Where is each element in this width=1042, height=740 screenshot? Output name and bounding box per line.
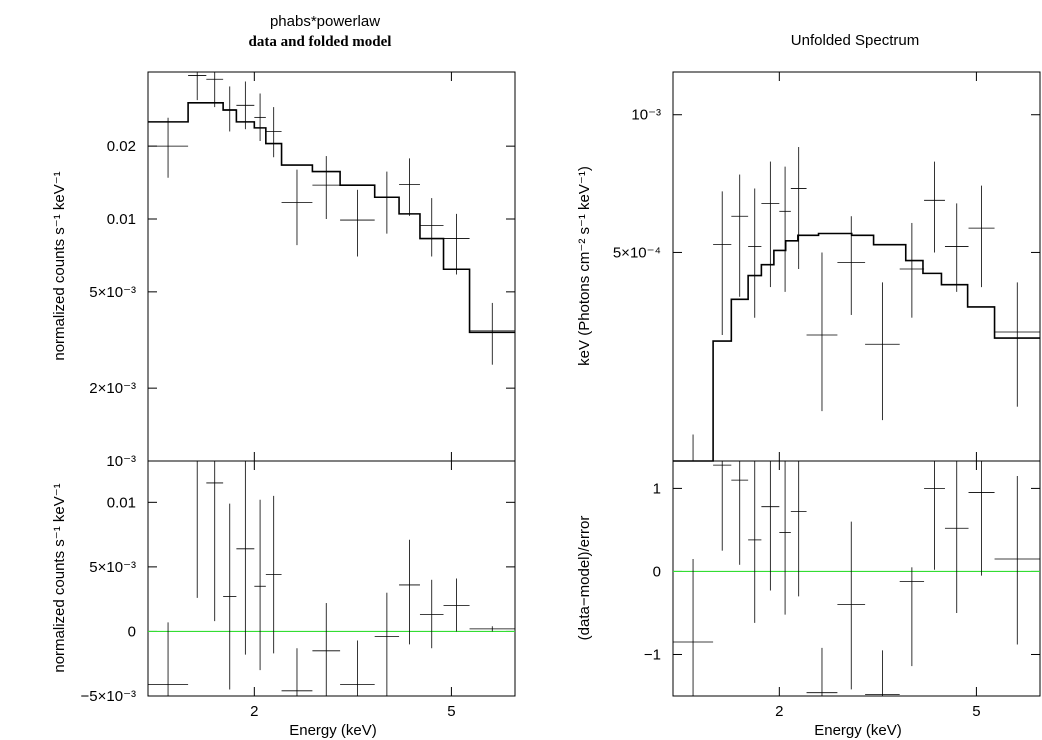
left-top-y-tick-label: 10⁻³	[106, 453, 136, 470]
right-bottom-data-point	[944, 461, 969, 613]
left-top-data-point	[419, 198, 444, 257]
left-chart-subtitle: data and folded model	[249, 34, 392, 50]
left-bottom-data-point	[188, 460, 207, 598]
left-top-data-point	[340, 189, 375, 257]
left-x-axis-label: Energy (keV)	[289, 722, 377, 739]
right-top-data-point	[761, 161, 780, 288]
right-top-panel: 10⁻³ 5×10⁻⁴	[613, 72, 1040, 462]
right-bottom-data-point	[837, 521, 866, 690]
left-bottom-data-point	[374, 592, 400, 696]
right-chart-title: Unfolded Spectrum	[791, 32, 919, 49]
left-bottom-data-point	[312, 603, 341, 696]
right-top-data-point	[968, 185, 995, 288]
left-bottom-y-tick-label: 0	[128, 623, 136, 640]
right-bottom-y-axis-label: (data−model)/error	[576, 516, 593, 641]
right-top-data-point	[924, 161, 945, 253]
right-bottom-data-point	[924, 461, 945, 570]
left-top-data-point	[236, 81, 255, 130]
right-bottom-y-tick-label: 0	[653, 563, 661, 580]
right-bottom-data-point	[731, 461, 749, 565]
left-model-step-line	[148, 102, 515, 334]
right-x-tick-label: 2	[775, 703, 783, 720]
right-top-y-tick-label: 10⁻³	[631, 107, 661, 124]
left-top-data-point	[223, 86, 237, 132]
right-model-step-line	[673, 232, 1040, 462]
left-bottom-y-tick-label: −5×10⁻³	[81, 688, 136, 705]
right-bottom-data-point	[806, 647, 838, 696]
left-bottom-data-point	[236, 461, 255, 655]
left-bottom-data-point	[443, 578, 470, 632]
left-top-data-point	[374, 171, 400, 234]
left-x-tick-label: 2	[250, 703, 258, 720]
left-bottom-data-point	[254, 499, 266, 671]
right-top-data-point	[713, 191, 732, 335]
left-bottom-data-point	[148, 622, 189, 696]
left-top-data-point	[206, 72, 224, 108]
right-bottom-plot-frame	[672, 460, 1041, 697]
left-top-data-point	[281, 169, 313, 246]
left-bottom-data-point	[469, 626, 515, 632]
right-top-data-point	[865, 282, 900, 421]
left-top-data-point	[399, 158, 420, 216]
left-bottom-data-point	[399, 539, 420, 645]
left-bottom-y-axis-label: normalized counts s⁻¹ keV⁻¹	[51, 483, 68, 672]
right-top-data-point	[806, 252, 838, 412]
right-top-data-point	[837, 216, 866, 315]
right-bottom-y-tick-label: 1	[653, 480, 661, 497]
right-top-data-point	[731, 174, 749, 297]
left-top-y-tick-label: 5×10⁻³	[89, 284, 136, 301]
right-bottom-data-point	[761, 461, 780, 591]
right-top-data-point	[899, 222, 925, 318]
right-bottom-data-point	[790, 461, 807, 597]
right-bottom-panel: 1 0 −1 2 5	[644, 461, 1040, 720]
left-top-y-tick-label: 2×10⁻³	[89, 380, 136, 397]
right-top-data-point	[944, 203, 969, 292]
right-bottom-data-point	[994, 475, 1040, 645]
left-top-data-point	[148, 117, 189, 178]
left-chart-title: phabs*powerlaw	[270, 13, 380, 30]
right-top-data-point	[790, 147, 807, 270]
right-bottom-data-point	[968, 461, 995, 576]
right-top-data-point	[673, 434, 714, 462]
left-bottom-panel: 0.01 5×10⁻³ 0 −5×10⁻³ 2 5	[81, 460, 515, 720]
right-x-tick-label: 5	[972, 703, 980, 720]
left-bottom-data-point	[206, 461, 224, 622]
right-bottom-data-point	[865, 650, 900, 696]
left-top-data-point	[469, 302, 515, 365]
right-bottom-data-point	[748, 461, 762, 623]
left-bottom-data-point	[265, 495, 282, 654]
left-top-data-point	[188, 72, 207, 101]
left-top-data-point	[443, 213, 470, 275]
right-top-y-axis-label: keV (Photons cm⁻² s⁻¹ keV⁻¹)	[576, 166, 593, 366]
left-bottom-plot-frame	[147, 460, 516, 697]
left-bottom-y-tick-label: 5×10⁻³	[89, 559, 136, 576]
right-top-y-tick-label: 5×10⁻⁴	[613, 244, 661, 261]
left-bottom-data-point	[419, 579, 444, 649]
right-top-data-point	[748, 188, 762, 318]
left-bottom-data-point	[281, 648, 313, 696]
chart-marks: 0.02 0.01 5×10⁻³ 2×10⁻³ 10⁻³ 0.01 5×10⁻³ 0 −5×10…	[81, 72, 1040, 720]
left-top-y-tick-label: 0.02	[107, 138, 136, 155]
left-top-plot-frame	[147, 71, 516, 462]
right-bottom-data-point	[779, 461, 791, 615]
right-bottom-data-point	[713, 461, 732, 551]
left-top-y-tick-label: 0.01	[107, 211, 136, 228]
left-top-data-point	[312, 156, 341, 220]
left-bottom-data-point	[340, 640, 375, 696]
right-top-plot-frame	[672, 71, 1041, 462]
right-bottom-y-tick-label: −1	[644, 646, 661, 663]
left-bottom-data-point	[223, 503, 237, 690]
left-bottom-y-tick-label: 0.01	[107, 494, 136, 511]
left-top-data-point	[265, 107, 282, 158]
left-x-tick-label: 5	[447, 703, 455, 720]
right-x-axis-label: Energy (keV)	[814, 722, 902, 739]
right-top-data-point	[779, 166, 791, 292]
right-bottom-data-point	[673, 558, 714, 696]
left-top-y-axis-label: normalized counts s⁻¹ keV⁻¹	[51, 171, 68, 360]
right-bottom-data-point	[899, 567, 925, 667]
right-top-data-point	[994, 282, 1040, 407]
left-top-panel: 0.02 0.01 5×10⁻³ 2×10⁻³ 10⁻³	[89, 72, 515, 470]
left-top-data-point	[254, 93, 266, 142]
